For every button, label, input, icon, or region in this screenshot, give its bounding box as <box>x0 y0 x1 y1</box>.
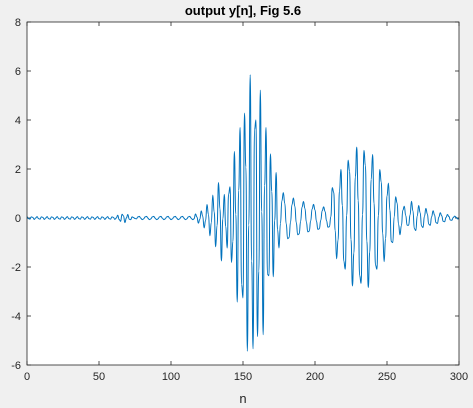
y-tick-label: 0 <box>15 213 21 225</box>
y-tick-label: 2 <box>15 164 21 176</box>
y-tick-label: 8 <box>15 17 21 29</box>
y-tick-label: -4 <box>11 311 21 323</box>
x-tick-label: 300 <box>450 371 468 383</box>
y-tick-label: -6 <box>11 360 21 372</box>
series-line-y <box>26 74 460 352</box>
x-tick-label: 50 <box>93 371 105 383</box>
x-axis-ticks: 0 50 100 150 200 250 300 <box>24 22 468 383</box>
x-tick-label: 250 <box>378 371 396 383</box>
y-tick-label: 6 <box>15 66 21 78</box>
x-axis-label: n <box>239 391 246 406</box>
y-tick-label: -2 <box>11 262 21 274</box>
x-tick-label: 200 <box>306 371 324 383</box>
chart-title: output y[n], Fig 5.6 <box>185 3 301 18</box>
plot-frame <box>26 21 460 366</box>
y-tick-label: 4 <box>15 115 21 127</box>
x-tick-label: 0 <box>24 371 30 383</box>
plot-area <box>27 22 459 365</box>
y-axis-ticks: -6 -4 -2 0 2 4 6 8 <box>11 17 459 372</box>
x-tick-label: 150 <box>234 371 252 383</box>
x-tick-label: 100 <box>162 371 180 383</box>
